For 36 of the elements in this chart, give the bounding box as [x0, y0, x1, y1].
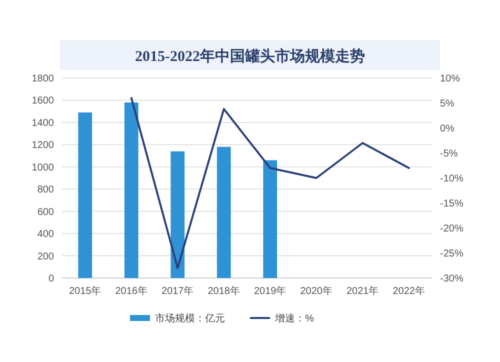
y2-tick-label: -15% [440, 198, 464, 210]
y-tick-label: 600 [37, 206, 54, 218]
bar [170, 151, 185, 278]
x-tick-label: 2022年 [392, 285, 425, 297]
bar [216, 146, 231, 278]
x-tick-label: 2019年 [254, 285, 286, 297]
y2-tick-label: -30% [440, 274, 464, 284]
x-tick-label: 2020年 [300, 285, 332, 297]
y2-tick-label: 0% [440, 124, 455, 134]
y-tick-label: 200 [37, 251, 54, 262]
y2-tick-label: -20% [440, 224, 464, 234]
y-tick-label: 1200 [32, 140, 54, 152]
y-tick-label: 1600 [32, 96, 54, 107]
y2-tick-label: -25% [440, 248, 464, 260]
bar [263, 160, 278, 278]
x-tick-label: 2016年 [115, 285, 148, 297]
y2-tick-label: 10% [440, 74, 460, 84]
bar [78, 112, 92, 278]
y-tick-label: 1400 [32, 118, 54, 129]
y2-tick-label: 5% [440, 98, 455, 110]
bar [124, 102, 138, 278]
y-tick-label: 1000 [32, 162, 54, 174]
x-tick-label: 2018年 [208, 285, 240, 297]
y-tick-label: 800 [37, 184, 54, 196]
y2-tick-label: -5% [440, 148, 458, 160]
y-tick-label: 400 [37, 229, 54, 240]
y-tick-label: 1800 [32, 74, 54, 84]
chart-title: 2015-2022年中国罐头市场规模走势 [135, 47, 365, 65]
y2-tick-label: -10% [440, 174, 464, 184]
y-tick-label: 0 [48, 274, 54, 284]
x-tick-label: 2021年 [346, 285, 379, 297]
legend-label: 市场规模：亿元 [155, 312, 225, 324]
legend-label: 增速：% [274, 312, 314, 324]
line-series [130, 97, 410, 269]
x-tick-label: 2017年 [162, 285, 194, 297]
x-tick-label: 2015年 [69, 285, 102, 297]
